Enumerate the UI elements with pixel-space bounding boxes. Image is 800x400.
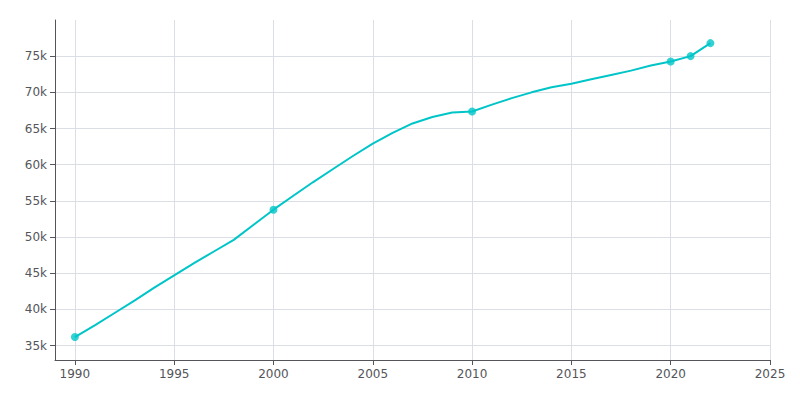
svg-text:2000: 2000	[258, 367, 289, 381]
svg-text:35k: 35k	[25, 339, 47, 353]
svg-text:70k: 70k	[25, 85, 47, 99]
svg-text:65k: 65k	[25, 122, 47, 136]
svg-text:2025: 2025	[755, 367, 786, 381]
svg-text:2010: 2010	[457, 367, 488, 381]
svg-text:55k: 55k	[25, 194, 47, 208]
svg-text:2005: 2005	[358, 367, 389, 381]
svg-text:60k: 60k	[25, 158, 47, 172]
svg-text:2015: 2015	[556, 367, 587, 381]
svg-text:2020: 2020	[655, 367, 686, 381]
svg-text:45k: 45k	[25, 266, 47, 280]
svg-text:1990: 1990	[60, 367, 91, 381]
svg-text:50k: 50k	[25, 230, 47, 244]
svg-text:40k: 40k	[25, 302, 47, 316]
svg-text:1995: 1995	[159, 367, 190, 381]
svg-text:75k: 75k	[25, 49, 47, 63]
